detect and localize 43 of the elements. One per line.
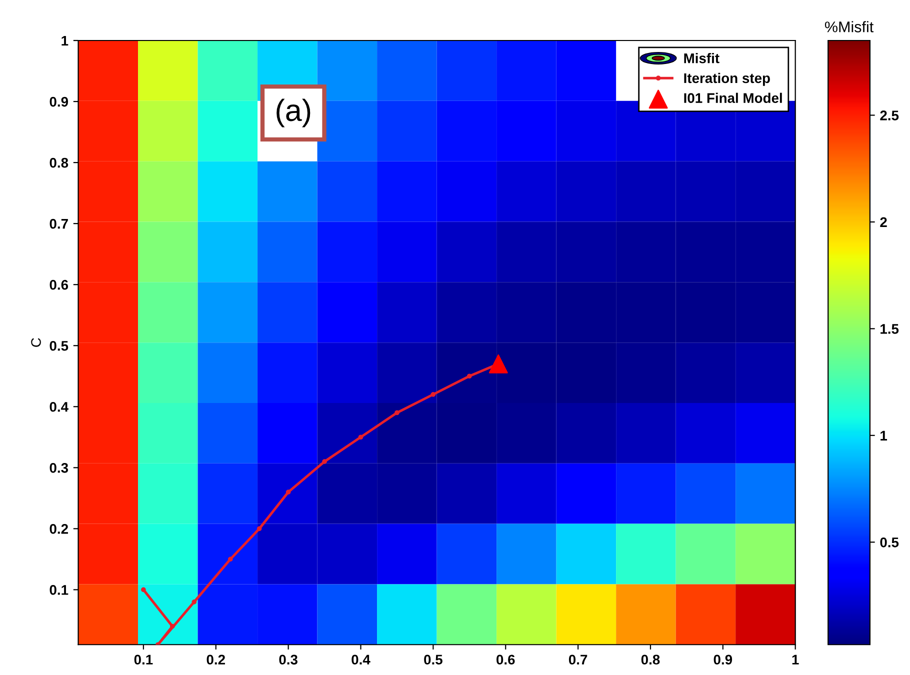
legend-label: Iteration step (684, 72, 770, 86)
legend-label: I01 Final Model (684, 92, 782, 103)
color-bar-label: 2 (880, 217, 887, 227)
point (141, 587, 146, 592)
point (322, 459, 327, 464)
y-tick-label: 0.6 (50, 280, 68, 290)
point (466, 374, 472, 379)
y-tick-label: 0.5 (50, 340, 68, 351)
y-tick-label: 0.3 (50, 462, 68, 473)
legend-label: Misfit (684, 53, 720, 64)
x-tick-label: 0.5 (424, 654, 442, 665)
point (256, 526, 262, 532)
y-tick-label: 1 (62, 36, 68, 46)
y-tick-label: 0.2 (50, 524, 68, 534)
color-bar-label: 2.5 (880, 110, 899, 120)
x-tick-label: 0.6 (496, 654, 515, 665)
annotation: (a) (276, 98, 310, 128)
point (358, 434, 364, 440)
point (192, 599, 197, 604)
x-tick-label: 0.4 (352, 654, 370, 665)
color-bar-label: 0.5 (880, 537, 899, 548)
y-tick-label: 0.9 (50, 96, 68, 107)
x-tick-label: 0.8 (641, 654, 660, 665)
y-axis-title: C (31, 338, 41, 347)
x-tick-label: 0.9 (714, 654, 732, 665)
color-bar-title: %Misfit (824, 21, 874, 32)
y-tick-label: 0.7 (50, 218, 68, 229)
point (430, 392, 436, 397)
y-tick-label: 0.4 (50, 402, 68, 412)
point (228, 556, 233, 562)
y-tick-label: 0.1 (50, 585, 68, 595)
color-bar-label: 1 (880, 430, 888, 440)
x-tick-label: 0.3 (279, 654, 298, 665)
x-tick-label: 0.2 (206, 654, 225, 665)
point (286, 490, 291, 494)
y-tick-label: 0.8 (50, 158, 68, 168)
x-tick-label: 0.1 (134, 654, 153, 665)
point (170, 624, 175, 629)
x-tick-label: 0.7 (568, 654, 588, 665)
point (394, 410, 400, 416)
x-tick-label: 1 (792, 654, 799, 664)
point (488, 354, 508, 374)
color-bar-label: 1.5 (880, 324, 899, 334)
